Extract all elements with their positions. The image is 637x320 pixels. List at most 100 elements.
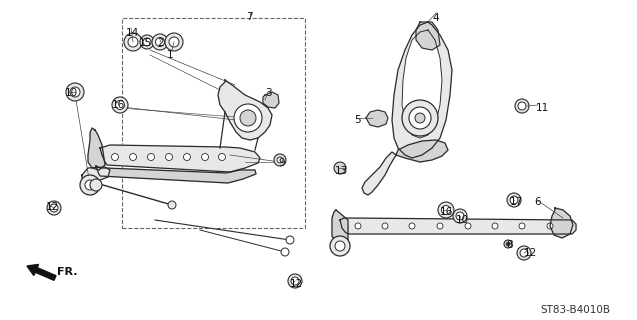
Text: 16: 16 — [440, 207, 454, 217]
Circle shape — [465, 223, 471, 229]
Circle shape — [504, 240, 512, 248]
Text: 13: 13 — [335, 166, 348, 176]
Circle shape — [520, 104, 524, 108]
Circle shape — [547, 223, 553, 229]
Text: ST83-B4010B: ST83-B4010B — [540, 305, 610, 315]
Text: 11: 11 — [536, 103, 549, 113]
Circle shape — [143, 38, 151, 46]
Circle shape — [330, 236, 350, 256]
Circle shape — [124, 33, 142, 51]
Circle shape — [168, 201, 176, 209]
Circle shape — [47, 201, 61, 215]
Bar — [122, 18, 305, 228]
Polygon shape — [218, 80, 272, 140]
Text: 17: 17 — [510, 197, 523, 207]
Circle shape — [290, 276, 300, 286]
Polygon shape — [263, 92, 279, 108]
Polygon shape — [396, 140, 448, 162]
Polygon shape — [416, 22, 440, 50]
Circle shape — [519, 248, 529, 258]
Circle shape — [492, 223, 498, 229]
Text: 12: 12 — [290, 279, 303, 289]
Text: 3: 3 — [265, 88, 271, 98]
Text: 8: 8 — [506, 240, 513, 250]
Circle shape — [507, 193, 521, 207]
Text: FR.: FR. — [57, 267, 78, 277]
Circle shape — [409, 107, 431, 129]
Circle shape — [112, 97, 128, 113]
Circle shape — [402, 100, 438, 136]
Circle shape — [519, 223, 525, 229]
Polygon shape — [366, 110, 388, 127]
Text: 6: 6 — [534, 197, 541, 207]
Circle shape — [278, 158, 282, 162]
Polygon shape — [340, 218, 576, 234]
Text: 7: 7 — [246, 12, 253, 22]
Circle shape — [512, 198, 516, 202]
Circle shape — [169, 37, 179, 47]
Circle shape — [335, 241, 345, 251]
Circle shape — [415, 113, 425, 123]
Circle shape — [201, 154, 208, 161]
Circle shape — [438, 202, 454, 218]
Text: 10: 10 — [65, 88, 78, 98]
Circle shape — [518, 102, 526, 110]
Circle shape — [277, 157, 283, 163]
Circle shape — [286, 236, 294, 244]
Circle shape — [355, 223, 361, 229]
Circle shape — [80, 175, 100, 195]
Text: 1: 1 — [167, 50, 174, 60]
Circle shape — [520, 249, 528, 257]
Circle shape — [128, 37, 138, 47]
Circle shape — [510, 196, 518, 204]
Circle shape — [518, 102, 526, 110]
Circle shape — [455, 211, 465, 221]
Polygon shape — [332, 210, 348, 244]
Text: 4: 4 — [432, 13, 439, 23]
Circle shape — [334, 162, 346, 174]
Circle shape — [152, 34, 168, 50]
Polygon shape — [100, 145, 260, 172]
Circle shape — [281, 248, 289, 256]
Polygon shape — [402, 30, 442, 138]
Circle shape — [276, 156, 284, 164]
Circle shape — [458, 214, 462, 218]
Circle shape — [441, 205, 450, 214]
Circle shape — [165, 33, 183, 51]
Circle shape — [115, 100, 124, 109]
Circle shape — [234, 104, 262, 132]
Circle shape — [166, 154, 173, 161]
Text: 14: 14 — [126, 28, 140, 38]
Circle shape — [66, 83, 84, 101]
Circle shape — [291, 277, 299, 285]
Polygon shape — [82, 167, 110, 180]
Circle shape — [148, 154, 155, 161]
Text: 12: 12 — [524, 248, 537, 258]
Circle shape — [111, 154, 118, 161]
Text: 10: 10 — [456, 215, 469, 225]
Circle shape — [293, 279, 297, 283]
Circle shape — [522, 251, 526, 255]
Polygon shape — [362, 152, 396, 195]
FancyArrow shape — [27, 264, 56, 280]
Circle shape — [409, 223, 415, 229]
Polygon shape — [392, 22, 452, 158]
Text: 5: 5 — [354, 115, 361, 125]
Circle shape — [437, 223, 443, 229]
Circle shape — [506, 242, 510, 246]
Circle shape — [155, 37, 164, 46]
Circle shape — [517, 246, 531, 260]
Circle shape — [70, 87, 80, 97]
Circle shape — [90, 179, 102, 191]
Circle shape — [382, 223, 388, 229]
Circle shape — [453, 209, 467, 223]
Circle shape — [515, 99, 529, 113]
Circle shape — [274, 154, 286, 166]
Text: 16: 16 — [112, 100, 125, 110]
Circle shape — [140, 35, 154, 49]
Circle shape — [288, 274, 302, 288]
Circle shape — [240, 110, 256, 126]
Circle shape — [218, 154, 225, 161]
Circle shape — [52, 206, 56, 210]
Text: 2: 2 — [157, 38, 164, 48]
